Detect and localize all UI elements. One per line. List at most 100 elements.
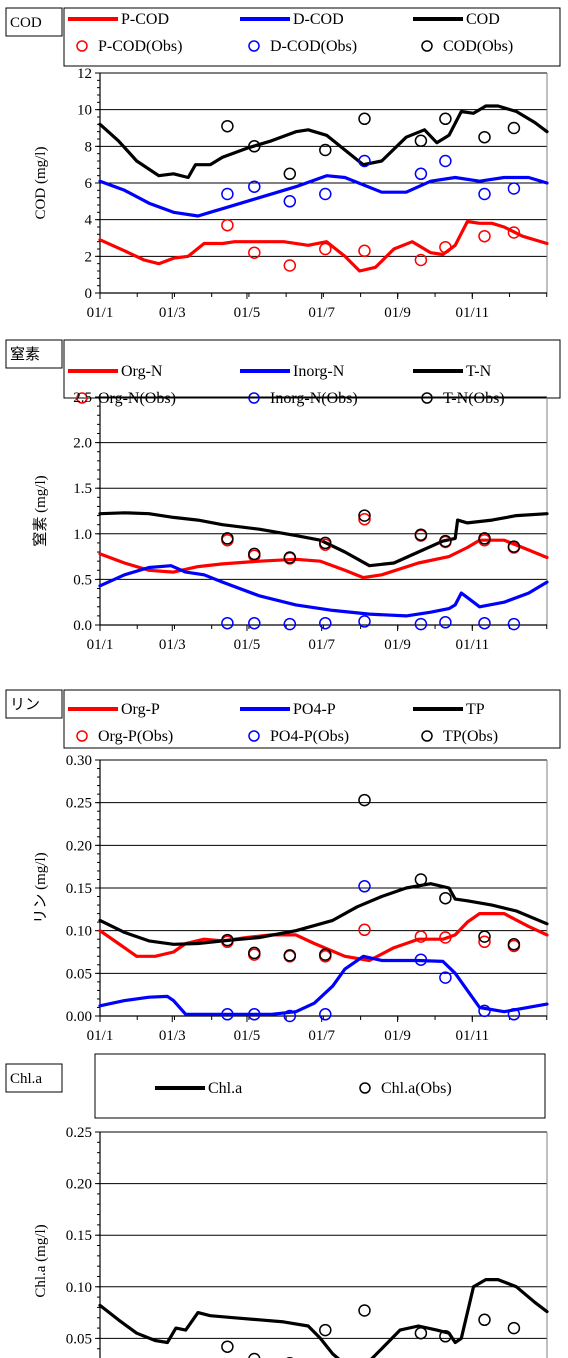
chart-panel-3: Chl.aChl.aChl.a(Obs)0.000.050.100.150.20… [5,1053,549,1358]
x-tick-label: 01/1 [87,637,114,653]
y-tick-label: 12 [77,66,92,82]
y-tick-label: 1.0 [73,527,92,543]
chart-panel-2: リン Org-P PO4-P TP Org-P(Obs) PO4-P(Obs) TP(Obs… [5,689,561,1044]
x-tick-label: 01/3 [159,305,186,321]
y-tick-label: 0.0 [73,618,92,634]
legend-label: Chl.a [208,1080,242,1097]
legend-label: COD [466,11,500,28]
legend-label: Org-P [121,701,160,718]
obs-point [221,1340,234,1353]
obs-point [507,938,521,951]
obs-point [478,930,491,943]
series-line-PO4-P [98,954,549,1016]
obs-point [439,534,452,548]
x-tick-label: 01/11 [455,637,489,653]
x-tick-label: 01/1 [87,1028,114,1044]
obs-point [478,1004,491,1018]
obs-point [507,1008,521,1021]
y-tick-label: 1.5 [73,481,92,497]
y-tick-label: 0.10 [66,924,92,940]
obs-point [507,540,521,553]
x-tick-label: 01/7 [308,637,335,653]
x-tick-label: 01/11 [455,305,489,321]
series-line-Inorg-N [98,564,549,618]
obs-point [319,536,332,550]
obs-point [221,1008,234,1021]
y-tick-label: 10 [77,103,92,119]
obs-point [439,1330,452,1343]
obs-point [319,1323,332,1337]
obs-point [358,112,371,126]
obs-point [414,873,428,886]
x-tick-label: 01/9 [384,1028,411,1044]
y-tick-label: 0.00 [66,1009,92,1025]
legend-marker [421,392,433,404]
obs-point [319,616,332,630]
obs-point [414,1326,428,1340]
legend-marker [421,730,433,742]
legend-marker [359,1082,371,1094]
obs-point [358,154,371,168]
y-tick-label: 0.5 [73,572,92,588]
obs-point [283,617,297,631]
obs-point [439,971,452,984]
y-tick-label: 0.20 [66,838,92,854]
obs-point [414,617,428,631]
obs-point [478,130,491,144]
obs-point [221,218,234,232]
obs-point [358,880,371,893]
obs-point [248,616,261,630]
obs-point [283,949,297,962]
legend-label: D-COD(Obs) [270,38,357,55]
chart-tag: Chl.a [10,1071,42,1087]
x-tick-label: 01/9 [384,637,411,653]
legend-marker [76,392,88,404]
x-tick-label: 01/9 [384,305,411,321]
y-tick-label: 0 [85,286,93,302]
obs-point [414,167,428,181]
legend-box [63,689,561,749]
obs-point [478,1313,491,1327]
y-tick-label: 0.10 [66,1280,92,1296]
y-tick-label: 0.05 [66,966,92,982]
obs-point [248,246,261,259]
obs-point [221,532,234,545]
obs-point [221,933,234,947]
series-line-D-COD [98,174,549,218]
legend-label: Org-P(Obs) [98,728,173,745]
y-tick-label: 2 [85,249,93,265]
legend-label: COD(Obs) [443,38,513,55]
obs-point [319,948,332,961]
obs-point [414,930,428,943]
obs-point [283,167,297,181]
y-tick-label: 2.5 [73,390,92,406]
legend-box [63,7,561,67]
y-axis-label: 窒素 (mg/l) [31,475,49,546]
x-tick-label: 01/5 [234,637,261,653]
obs-point [283,259,297,272]
chart-tag: COD [10,15,42,31]
y-tick-label: 0.25 [66,1125,92,1141]
legend-label: TP [466,701,485,718]
x-tick-label: 01/5 [234,1028,261,1044]
obs-point [439,154,452,168]
obs-point [478,229,491,243]
chart-tag-box [5,7,63,37]
chart-tag: リン [10,697,40,713]
obs-point [319,187,332,201]
obs-point [414,134,428,148]
chart-panel-0: COD P-COD D-COD COD P-COD(Obs) D-COD(Obs) COD(… [5,7,561,321]
legend-marker [248,392,260,404]
series-line-COD [98,104,549,180]
obs-point [507,121,521,135]
legend-marker [421,40,433,52]
legend-label: P-COD(Obs) [98,38,182,55]
x-tick-label: 01/3 [159,1028,186,1044]
y-tick-label: 6 [85,176,93,192]
series-line-Chl.a [98,1277,549,1358]
legend-label: T-N [466,363,492,380]
y-axis-label: リン (mg/l) [33,852,49,923]
series-line-TP [98,882,549,946]
legend-label: PO4-P [293,701,336,718]
